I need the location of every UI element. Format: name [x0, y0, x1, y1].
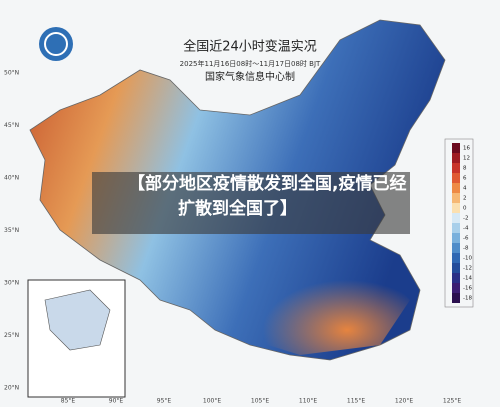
- map-credit: 国家气象信息中心制: [205, 70, 295, 83]
- legend-swatch: [452, 293, 460, 303]
- legend-swatch: [452, 233, 460, 243]
- legend-swatch: [452, 163, 460, 173]
- lat-label: 20°N: [4, 385, 19, 392]
- lat-label: 50°N: [4, 70, 19, 77]
- caption-line: 【部分地区疫情散发到全国,疫情已经: [128, 174, 407, 194]
- legend-tick: -14: [463, 276, 472, 282]
- lon-label: 125°E: [443, 398, 461, 405]
- lon-label: 115°E: [347, 398, 365, 405]
- legend-tick: -10: [463, 256, 472, 262]
- legend-swatch: [452, 243, 460, 253]
- legend-tick: 8: [463, 166, 467, 172]
- lon-label: 95°E: [157, 398, 172, 405]
- legend-swatch: [452, 193, 460, 203]
- lat-label: 40°N: [4, 175, 19, 182]
- legend-frame: [444, 138, 474, 308]
- legend-tick: -6: [463, 236, 469, 242]
- inset-map: [44, 289, 111, 351]
- lat-label: 35°N: [4, 227, 19, 234]
- legend-swatch: [452, 283, 460, 293]
- map-title: 全国近24小时变温实况: [183, 39, 317, 55]
- lon-label: 85°E: [61, 398, 76, 405]
- lat-label: 45°N: [4, 122, 19, 129]
- lon-label: 110°E: [299, 398, 317, 405]
- legend-tick: -18: [463, 296, 472, 302]
- legend-swatch: [452, 213, 460, 223]
- logo-ring: [44, 32, 68, 56]
- lon-label: 90°E: [109, 398, 124, 405]
- map-subtitle: 2025年11月16日08时～11月17日08时 BJT: [180, 59, 321, 68]
- legend-swatch: [452, 183, 460, 193]
- legend-swatch: [452, 263, 460, 273]
- caption-overlay: 【部分地区疫情散发到全国,疫情已经 扩散到全国了】: [92, 172, 410, 234]
- caption-line: 扩散到全国了】: [178, 199, 297, 219]
- lon-label: 105°E: [251, 398, 269, 405]
- legend-tick: -12: [463, 266, 472, 272]
- legend-swatch: [452, 223, 460, 233]
- lat-label: 30°N: [4, 280, 19, 287]
- lon-label: 100°E: [203, 398, 221, 405]
- legend-swatch: [452, 173, 460, 183]
- logo: [39, 27, 73, 61]
- legend-tick: 12: [463, 156, 470, 162]
- legend-tick: -4: [463, 226, 469, 232]
- lon-label: 120°E: [395, 398, 413, 405]
- legend-swatch: [452, 143, 460, 153]
- legend-tick: 2: [463, 196, 467, 202]
- legend-tick: -2: [463, 216, 468, 222]
- legend-swatch: [452, 153, 460, 163]
- legend-swatch: [452, 253, 460, 263]
- legend-tick: 0: [463, 206, 467, 212]
- warm-zone: [200, 230, 410, 355]
- legend-tick: -16: [463, 286, 472, 292]
- legend-tick: 16: [463, 146, 470, 152]
- legend-swatch: [452, 203, 460, 213]
- legend-tick: 6: [463, 176, 467, 182]
- legend-tick: 4: [463, 186, 467, 192]
- legend-swatch: [452, 273, 460, 283]
- lat-label: 25°N: [4, 332, 19, 339]
- legend-tick: -8: [463, 246, 469, 252]
